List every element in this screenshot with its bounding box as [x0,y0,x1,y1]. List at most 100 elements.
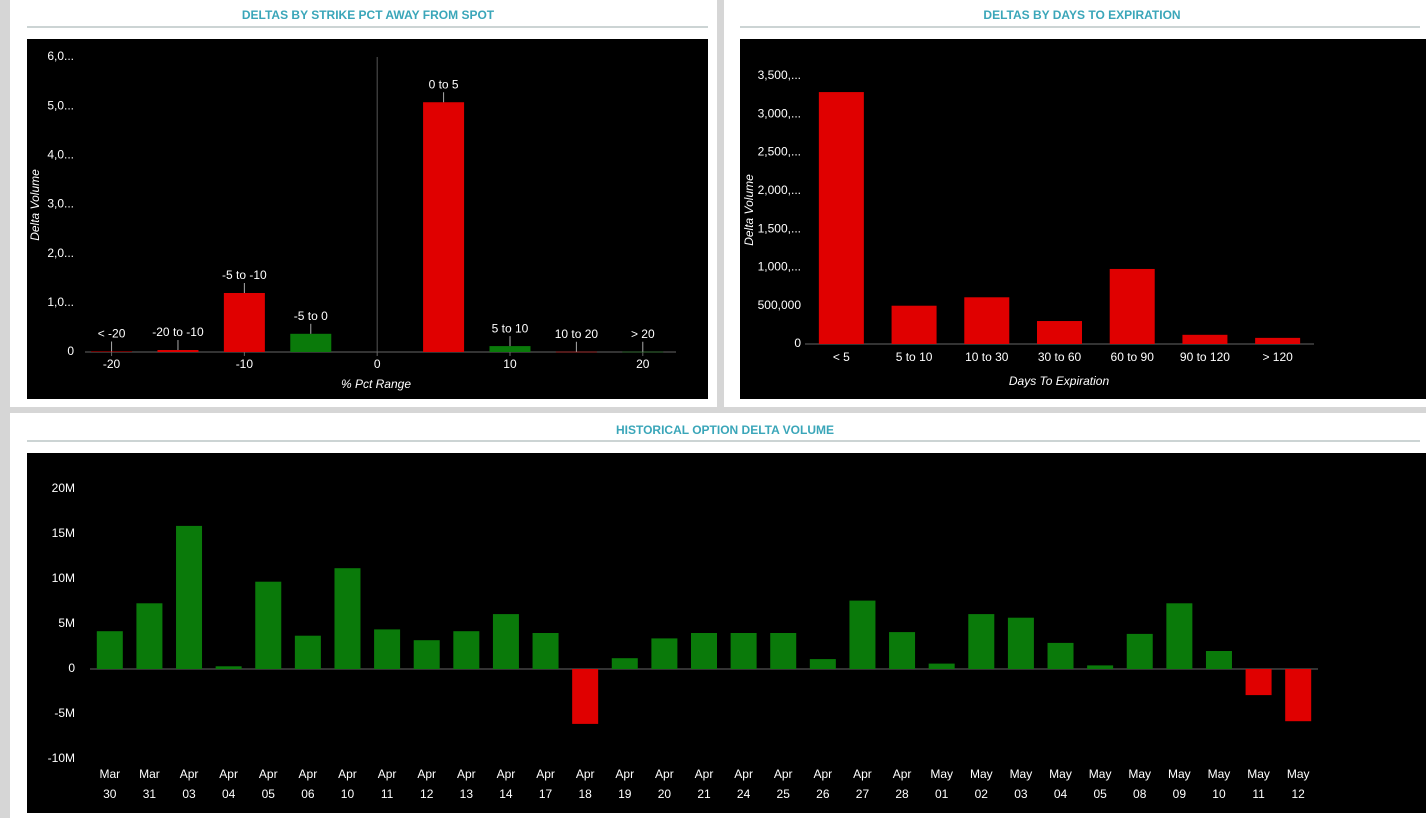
bar [96,631,123,669]
x-tick-label: 05 [1093,787,1107,801]
x-axis-title: Days To Expiration [1009,374,1110,388]
x-tick-label: Apr [774,767,793,781]
y-tick-label: 0 [794,336,801,350]
x-tick-label: Apr [734,767,753,781]
bar [1109,268,1155,344]
bar [849,600,876,669]
x-tick-label: 10 to 30 [965,350,1009,364]
x-tick-label: 10 [1212,787,1226,801]
x-tick-label: Mar [139,767,160,781]
x-tick-label: Apr [655,767,674,781]
bar [818,92,864,344]
bar [136,603,163,669]
x-tick-label: 13 [460,787,474,801]
x-tick-label: May [1247,767,1270,781]
x-tick-label: 21 [697,787,711,801]
bar [91,351,133,353]
bar [1126,633,1153,669]
x-tick-label: Apr [299,767,318,781]
bar [413,640,440,669]
bar [215,666,242,669]
chart-title: HISTORICAL OPTION DELTA VOLUME [616,423,834,437]
y-tick-label: 4,0... [47,148,74,162]
y-tick-label: 1,500,... [758,221,801,235]
data-label: 0 to 5 [429,77,459,91]
x-tick-label: > 120 [1262,350,1293,364]
x-tick-label: May [1208,767,1231,781]
x-tick-label: 12 [1292,787,1306,801]
x-tick-label: Apr [695,767,714,781]
x-tick-label: Apr [180,767,199,781]
y-tick-label: 1,000,... [758,260,801,274]
bar [572,669,599,724]
x-tick-label: 30 to 60 [1038,350,1082,364]
x-tick-label: Apr [497,767,516,781]
x-tick-label: 14 [499,787,513,801]
x-tick-label: May [1049,767,1072,781]
bar [492,614,519,669]
bar [968,614,995,669]
x-tick-label: Apr [853,767,872,781]
x-tick-label: 04 [1054,787,1068,801]
data-label: -5 to -10 [222,268,267,282]
y-tick-label: 5M [58,616,75,630]
bar [770,633,797,669]
bar [622,351,664,353]
y-axis-title: Delta Volume [28,169,42,241]
x-axis-title: % Pct Range [341,377,411,391]
x-tick-label: Apr [813,767,832,781]
y-tick-label: -5M [54,706,75,720]
bar [1047,642,1074,669]
x-tick-label: 17 [539,787,553,801]
x-tick-label: May [1128,767,1151,781]
x-tick-label: 10 [341,787,355,801]
bar [889,632,916,669]
x-tick-label: 60 to 90 [1111,350,1155,364]
x-tick-label: 5 to 10 [896,350,933,364]
data-label: > 20 [631,327,655,341]
x-tick-label: May [1287,767,1310,781]
bar [1205,651,1232,669]
bar [1245,669,1272,696]
y-tick-label: 2,000,... [758,183,801,197]
y-axis-title: Delta Volume [742,174,756,246]
x-tick-label: 26 [816,787,830,801]
x-tick-label: May [1089,767,1112,781]
x-tick-label: 01 [935,787,949,801]
bar [651,638,678,669]
x-tick-label: 03 [182,787,196,801]
x-tick-label: Apr [457,767,476,781]
x-tick-label: Apr [615,767,634,781]
bar [453,631,480,669]
bar [176,525,203,669]
bar [334,568,361,669]
bar [891,305,937,344]
x-tick-label: 20 [658,787,672,801]
x-tick-label: 12 [420,787,434,801]
bar [532,633,559,669]
y-tick-label: 3,0... [47,197,74,211]
x-tick-label: Apr [536,767,555,781]
y-tick-label: 0 [67,344,74,358]
y-tick-label: 2,500,... [758,145,801,159]
bar [255,581,282,669]
bar [1182,334,1228,344]
bar [809,659,836,669]
y-tick-label: 15M [52,526,75,540]
y-tick-label: 2,0... [47,246,74,260]
x-tick-label: 18 [578,787,592,801]
plot-area [27,453,1426,813]
bar [928,663,955,669]
bar [1087,665,1114,669]
bar [1037,321,1082,344]
x-tick-label: May [1010,767,1033,781]
bar [1285,669,1312,722]
data-label: -5 to 0 [294,309,328,323]
x-tick-label: 05 [262,787,276,801]
y-tick-label: 3,500,... [758,68,801,82]
x-tick-label: 11 [381,787,394,801]
bar [1166,603,1193,669]
x-tick-label: Apr [576,767,595,781]
x-tick-label: 09 [1173,787,1187,801]
x-tick-label: Apr [378,767,397,781]
